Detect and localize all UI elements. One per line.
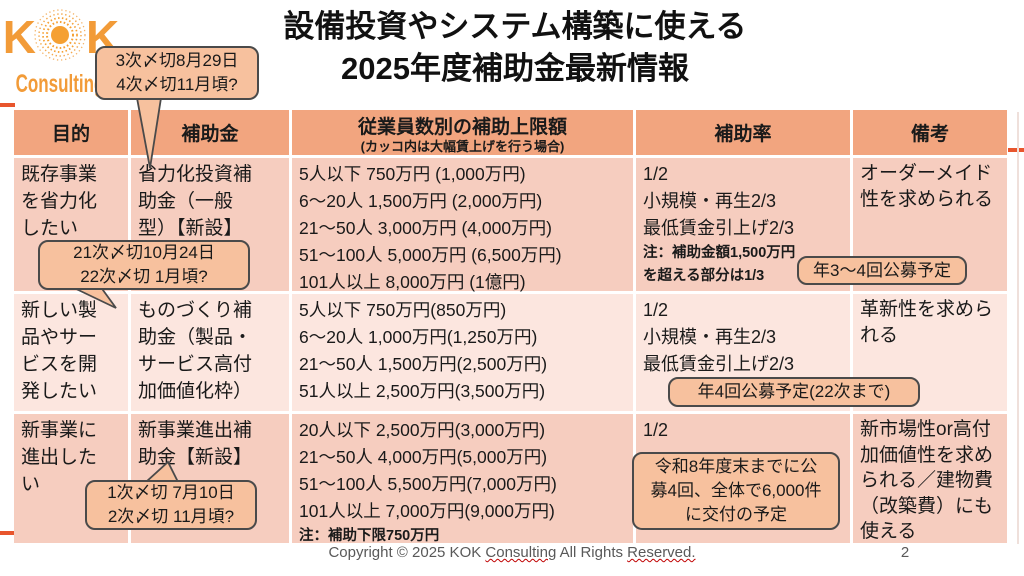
row2-remarks: 革新性を求めら れる	[853, 294, 1007, 411]
col-header-purpose: 目的	[14, 110, 128, 155]
slide-title: 設備投資やシステム構築に使える 2025年度補助金最新情報	[120, 6, 910, 90]
copyright-text-4: Reserved.	[627, 544, 696, 561]
col-header-subsidy-label: 補助金	[181, 124, 239, 145]
copyright-text-1: Copyright © 2025 KOK	[328, 544, 486, 561]
col-header-cap-note: (カッコ内は大幅賃上げを行う場合)	[360, 138, 565, 154]
title-line-2: 2025年度補助金最新情報	[341, 51, 689, 86]
logo-letter-k-left: K	[2, 11, 36, 63]
row2-purpose: 新しい製 品やサー ビスを開 発したい	[14, 294, 128, 411]
row3-cap-main: 20人以下 2,500万円(3,000万円) 21〜50人 4,000万円(5,…	[299, 420, 557, 521]
row2-cap: 5人以下 750万円(850万円) 6〜20人 1,000万円(1,250万円)…	[292, 294, 633, 411]
accent-line-top-left	[0, 103, 15, 107]
callout-deadline-monozukuri: 21次〆切10月24日 22次〆切 1月頃?	[38, 240, 250, 290]
row1-rate-note: 注：補助金額1,500万円 を超える部分は1/3	[643, 245, 796, 284]
accent-line-top-right	[1008, 148, 1024, 152]
col-header-rate-label: 補助率	[714, 124, 772, 145]
row1-cap: 5人以下 750万円 (1,000万円) 6〜20人 1,500万円 (2,00…	[292, 158, 633, 292]
callout-recruit-monozukuri: 年4回公募予定(22次まで)	[668, 377, 920, 407]
callout-deadline-shoryokuka: 3次〆切8月29日 4次〆切11月頃?	[95, 46, 259, 100]
copyright-text-3: All Rights	[556, 544, 628, 561]
col-header-remarks: 備考	[853, 110, 1007, 155]
callout-deadline-shinjigyo: 1次〆切 7月10日 2次〆切 11月頃?	[85, 480, 257, 530]
accent-line-bottom-left	[0, 531, 14, 535]
callout-tail-down-shoryokuka	[135, 97, 163, 169]
page-number: 2	[900, 544, 910, 561]
footer-copyright: Copyright © 2025 KOK Consulting All Righ…	[0, 544, 1024, 561]
kok-consulting-logo: K K Consulting	[3, 6, 119, 102]
col-header-rate: 補助率	[636, 110, 850, 155]
row3-cap-note: 注：補助下限750万円	[299, 528, 440, 544]
row1-rate-main: 1/2 小規模・再生2/3 最低賃金引上げ2/3	[643, 164, 795, 238]
row3-remarks: 新市場性or高付 加価値性を求め られる／建物費 （改築費）にも 使える	[853, 414, 1007, 543]
row3-cap: 20人以下 2,500万円(3,000万円) 21〜50人 4,000万円(5,…	[292, 414, 633, 544]
slide-edge-line	[1017, 112, 1019, 544]
col-header-purpose-label: 目的	[51, 124, 90, 145]
copyright-text-2: Consulting	[485, 544, 557, 561]
callout-schedule-shinjigyo: 令和8年度末までに公 募4回、全体で6,000件 に交付の予定	[632, 452, 840, 530]
sun-icon	[34, 7, 86, 68]
callout-recruit-shoryokuka: 年3〜4回公募予定	[797, 256, 967, 285]
col-header-cap: 従業員数別の補助上限額 (カッコ内は大幅賃上げを行う場合)	[292, 110, 633, 155]
row2-subsidy: ものづくり補 助金（製品・ サービス高付 加価値化枠）	[131, 294, 289, 411]
title-line-1: 設備投資やシステム構築に使える	[283, 9, 747, 44]
col-header-remarks-label: 備考	[910, 124, 949, 145]
logo-word: Consulting	[15, 70, 105, 98]
col-header-cap-title: 従業員数別の補助上限額	[357, 116, 567, 138]
logo-letters: K K	[3, 6, 119, 68]
